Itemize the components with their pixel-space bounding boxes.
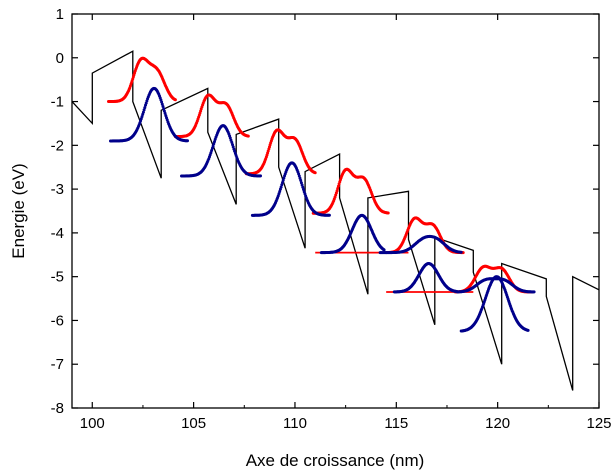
electron-wavefunction-line <box>175 94 249 138</box>
y-tick-label: -5 <box>51 269 64 286</box>
x-tick-label: 100 <box>80 415 105 432</box>
electron-wavefunction <box>384 216 465 255</box>
x-tick-label: 110 <box>283 415 307 432</box>
y-tick-label: -8 <box>51 400 64 417</box>
x-tick-label: 115 <box>384 415 408 432</box>
hole-wavefunction <box>392 262 459 294</box>
x-tick-label: 120 <box>485 415 510 432</box>
axis-ticks: 100 105 110 115 120 125 1 0 -1 -2 -3 -4 -5 -6 -7 -8 <box>51 6 612 432</box>
y-tick-label: -1 <box>51 94 64 111</box>
hole-wavefunction <box>180 124 262 178</box>
electron-wavefunction <box>244 128 317 176</box>
hole-wavefunction-secondary-line <box>457 277 535 293</box>
y-tick-label: -6 <box>51 312 64 329</box>
potential-profile-line <box>71 50 600 391</box>
hole-wavefunction-secondary <box>455 277 536 294</box>
plot-frame <box>71 13 600 409</box>
y-axis-label: Energie (eV) <box>9 163 28 258</box>
electron-wavefunction-line <box>246 129 316 175</box>
y-tick-label: 0 <box>56 50 64 67</box>
hole-wavefunction-secondary-line <box>380 235 462 254</box>
electron-wavefunction <box>173 93 250 139</box>
electron-wavefunction-line <box>386 217 464 254</box>
series-group <box>71 50 600 391</box>
hole-wavefunction-line <box>252 162 330 217</box>
electron-wavefunction-line <box>313 168 389 214</box>
hole-wavefunction-secondary <box>378 234 463 255</box>
hole-wavefunction-line <box>181 124 261 177</box>
x-tick-label: 125 <box>586 415 611 432</box>
electron-wavefunction <box>107 56 177 103</box>
x-tick-label: 105 <box>181 415 206 432</box>
hole-wavefunction <box>250 161 331 217</box>
y-tick-label: -2 <box>51 137 64 154</box>
hole-wavefunction-line <box>394 262 458 293</box>
hole-wavefunction-line <box>110 87 188 142</box>
y-tick-label: 1 <box>56 6 64 23</box>
hole-wavefunction <box>109 86 189 143</box>
electron-wavefunction-line <box>108 57 176 103</box>
electron-wavefunction <box>311 167 390 215</box>
hole-wavefunction <box>319 213 386 255</box>
y-tick-label: -7 <box>51 356 64 373</box>
y-tick-label: -3 <box>51 181 64 198</box>
y-tick-label: -4 <box>51 225 64 242</box>
hole-wavefunction-line <box>321 214 385 254</box>
hole-wavefunction <box>459 275 530 333</box>
x-axis-label: Axe de croissance (nm) <box>246 451 425 470</box>
